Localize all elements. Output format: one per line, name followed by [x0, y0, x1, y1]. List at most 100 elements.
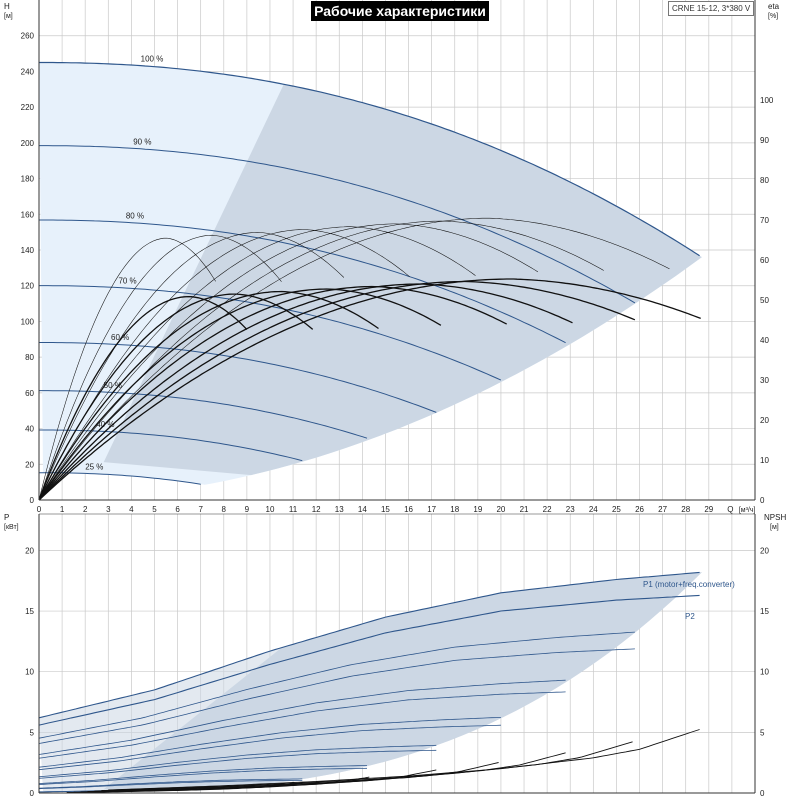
x-tick: 3 — [106, 505, 111, 514]
x-tick: 17 — [427, 505, 436, 514]
power-curve-1-0 — [38, 631, 635, 739]
eta-curve-5 — [38, 290, 379, 501]
power-curve-6-0 — [38, 778, 303, 789]
eta-curve-10 — [38, 223, 539, 501]
x-tick: 5 — [152, 505, 157, 514]
qh-curve-label-7: 25 % — [85, 462, 103, 471]
eta-curve-7 — [38, 288, 442, 501]
chart-title: Рабочие характеристики — [311, 1, 489, 21]
power-operating-region — [103, 572, 702, 790]
qh-curve-label-1: 90 % — [133, 137, 151, 146]
y-left-tick: 80 — [25, 353, 34, 362]
y-left-label: H — [4, 2, 10, 11]
y-left-tick: 140 — [21, 246, 35, 255]
x-tick: 15 — [381, 505, 390, 514]
x-unit: [м³/ч] — [739, 507, 756, 514]
y-left-tick: 60 — [25, 389, 34, 398]
eta-curves — [38, 217, 701, 501]
y-right-tick: 100 — [760, 96, 774, 105]
qh-curve-label-5: 50 % — [104, 381, 122, 390]
x-tick: 11 — [289, 505, 298, 514]
series-label-p1: P1 (motor+freq.converter) — [643, 580, 735, 589]
x-tick: 25 — [612, 505, 621, 514]
power-curve-2-0 — [38, 679, 566, 755]
y-right-tick: 90 — [760, 136, 769, 145]
y-right-unit: [%] — [768, 13, 778, 20]
x-tick: 26 — [635, 505, 644, 514]
qh-curve-3 — [39, 285, 502, 381]
x-label: Q — [727, 505, 733, 514]
series-label-p2: P2 — [685, 612, 695, 621]
x-tick: 14 — [358, 505, 367, 514]
npsh-tick: 15 — [760, 607, 769, 616]
eta-curve-2 — [38, 234, 282, 501]
y-right-tick: 60 — [760, 256, 769, 265]
operating-region — [103, 84, 702, 476]
power-curve-6-1 — [38, 780, 303, 790]
x-tick: 6 — [175, 505, 180, 514]
x-tick: 29 — [704, 505, 713, 514]
y-left-tick: 220 — [21, 103, 35, 112]
y-right-tick: 40 — [760, 336, 769, 345]
qh-curve-label-4: 60 % — [111, 333, 129, 342]
eta-curve-11 — [38, 283, 573, 501]
x-tick: 0 — [37, 505, 42, 514]
power-curve-4-1 — [38, 749, 437, 779]
x-tick: 4 — [129, 505, 134, 514]
x-tick: 27 — [658, 505, 667, 514]
y-left-tick: 200 — [21, 139, 35, 148]
y-right-tick: 20 — [760, 416, 769, 425]
power-curve-1-1 — [38, 648, 635, 744]
npsh-label: NPSH — [764, 513, 786, 522]
p-label: P — [4, 513, 9, 522]
x-tick: 7 — [198, 505, 203, 514]
p-tick: 5 — [30, 728, 35, 737]
npsh-unit: [м] — [770, 524, 779, 531]
x-tick: 12 — [312, 505, 321, 514]
power-curve-5-1 — [38, 767, 368, 785]
power-curve-0-0 — [38, 571, 700, 719]
eta-curve-6 — [38, 229, 410, 501]
y-left-tick: 40 — [25, 425, 34, 434]
npsh-tick: 5 — [760, 728, 765, 737]
eta-curve-0 — [38, 237, 216, 501]
npsh-curve-6 — [66, 782, 303, 793]
qh-curve-label-2: 80 % — [126, 211, 144, 220]
power-curve-2-1 — [38, 691, 566, 759]
eta-curve-12 — [38, 220, 604, 501]
y-right-tick: 70 — [760, 216, 769, 225]
p-tick: 20 — [25, 546, 34, 555]
eta-curve-4 — [38, 232, 345, 501]
y-right-tick: 0 — [760, 496, 765, 505]
x-tick: 24 — [589, 505, 598, 514]
x-tick: 13 — [335, 505, 344, 514]
p-tick: 10 — [25, 668, 34, 677]
y-right-label: eta — [768, 2, 780, 11]
y-right-tick: 50 — [760, 296, 769, 305]
qh-curve-1 — [39, 145, 636, 304]
y-left-tick: 20 — [25, 460, 34, 469]
qh-curve-label-3: 70 % — [118, 277, 136, 286]
x-tick: 1 — [60, 505, 65, 514]
x-tick: 16 — [404, 505, 413, 514]
eta-curve-1 — [38, 295, 248, 501]
p-tick: 0 — [30, 789, 35, 798]
y-right-tick: 10 — [760, 456, 769, 465]
x-tick: 19 — [473, 505, 482, 514]
x-tick: 22 — [543, 505, 552, 514]
npsh-tick: 0 — [760, 789, 765, 798]
p-unit: [кВт] — [4, 524, 19, 531]
x-tick: 20 — [496, 505, 505, 514]
power-curve-0-1 — [38, 594, 700, 726]
eta-curve-14 — [38, 217, 670, 501]
y-left-tick: 120 — [21, 282, 35, 291]
npsh-curve-3 — [87, 762, 499, 792]
qh-curve-2 — [39, 219, 566, 344]
y-left-unit: [м] — [4, 13, 13, 20]
x-tick: 18 — [450, 505, 459, 514]
x-tick: 9 — [245, 505, 250, 514]
npsh-curve-1 — [101, 741, 633, 791]
qh-curve-5 — [39, 390, 368, 439]
